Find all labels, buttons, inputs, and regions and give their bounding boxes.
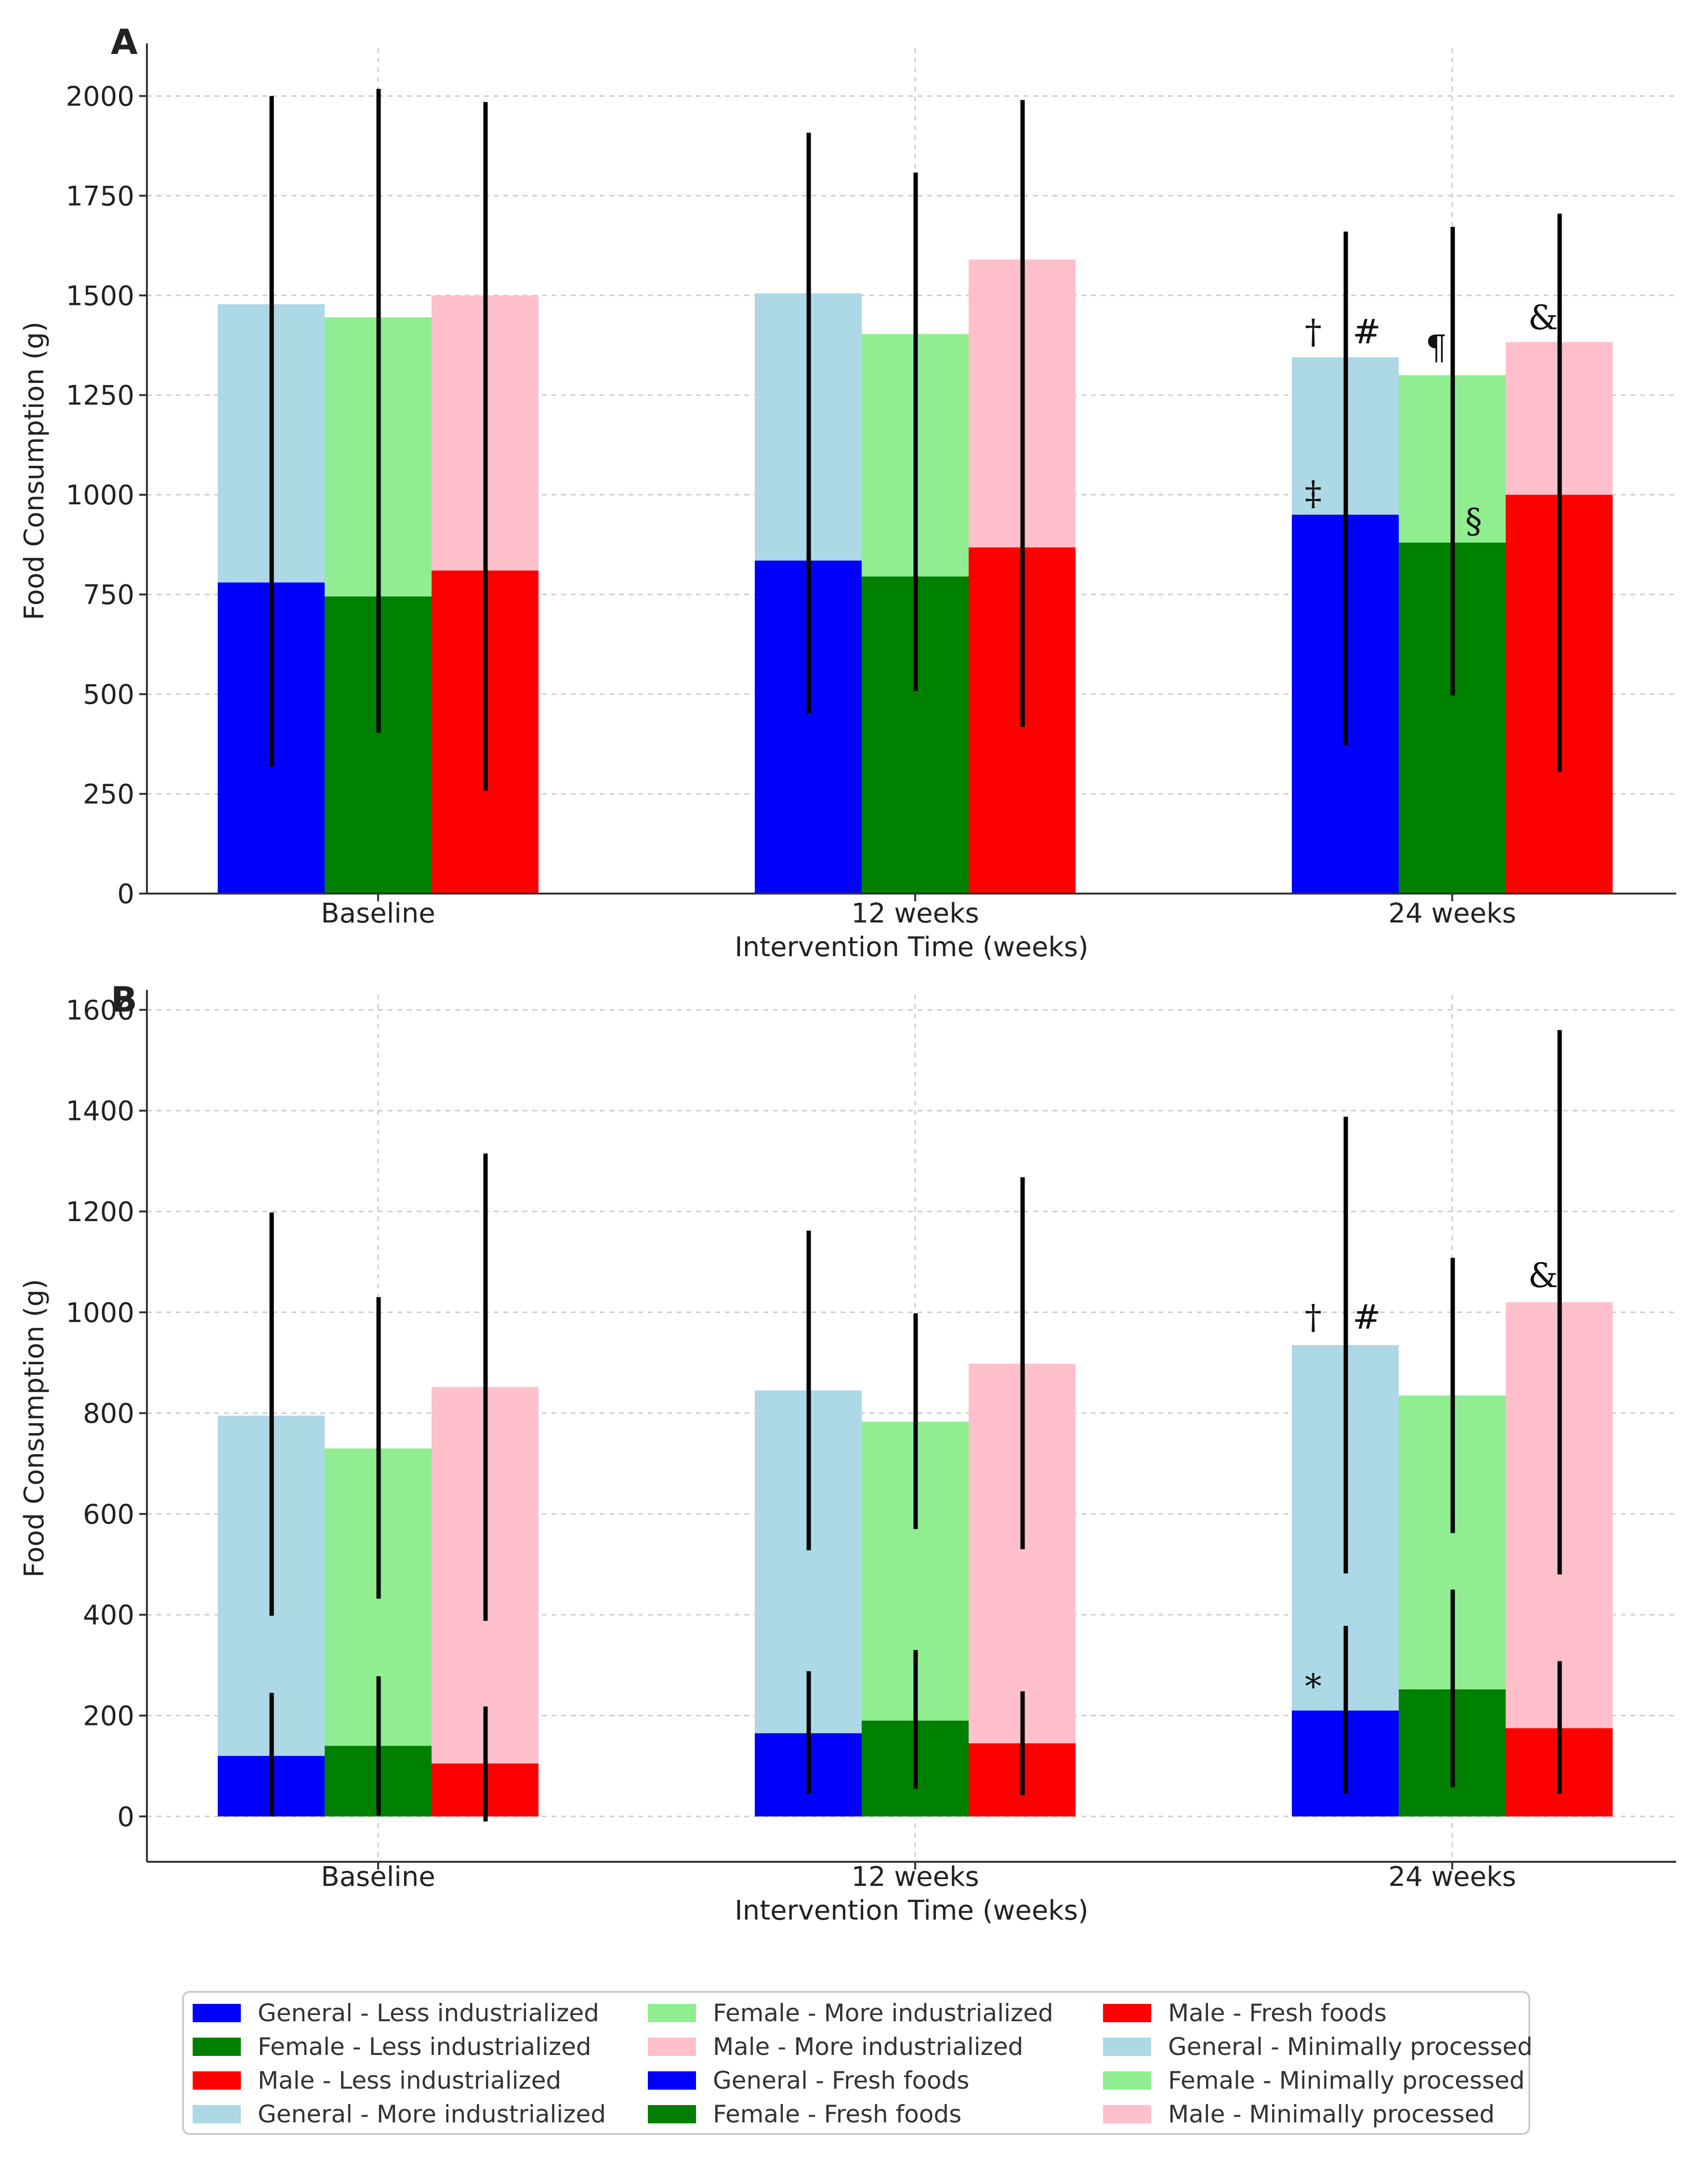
ytick-label-600: 600 <box>83 1499 134 1530</box>
panel-label: B <box>111 979 137 1020</box>
legend-label-female-more-industrialized: Female - More industrialized <box>713 1999 1053 2027</box>
legend-swatch-female-minimally-processed <box>1103 2071 1151 2090</box>
ytick-label-1400: 1400 <box>66 1096 134 1127</box>
legend-label-male-fresh-foods: Male - Fresh foods <box>1168 1999 1387 2027</box>
legend-swatch-general-minimally-processed <box>1103 2038 1151 2056</box>
legend-swatch-general-more-industrialized <box>193 2105 241 2123</box>
ytick-label-0: 0 <box>117 879 134 910</box>
legend-label-male-minimally-processed: Male - Minimally processed <box>1168 2100 1495 2128</box>
ytick-label-1000: 1000 <box>66 1297 134 1329</box>
legend-swatch-male-fresh-foods <box>1103 2004 1151 2022</box>
legend-label-general-less-industrialized: General - Less industrialized <box>258 1999 599 2027</box>
annotation-1: # <box>1353 1297 1381 1337</box>
legend-label-general-minimally-processed: General - Minimally processed <box>1168 2033 1533 2061</box>
ytick-label-0: 0 <box>117 1802 134 1833</box>
panel-label: A <box>111 22 138 62</box>
legend-swatch-female-fresh-foods <box>648 2105 696 2123</box>
ytick-label-2000: 2000 <box>66 81 134 112</box>
ytick-label-750: 750 <box>83 579 134 611</box>
ytick-label-1750: 1750 <box>66 181 134 212</box>
annotation-0: † <box>1305 312 1322 352</box>
ytick-label-1200: 1200 <box>66 1197 134 1228</box>
xtick-label-24-weeks: 24 weeks <box>1388 898 1516 929</box>
ytick-label-500: 500 <box>83 679 134 711</box>
legend-label-general-more-industrialized: General - More industrialized <box>258 2100 606 2128</box>
annotation-2: ¶ <box>1425 328 1447 368</box>
ytick-label-1000: 1000 <box>66 480 134 511</box>
annotation-2: & <box>1528 1256 1558 1295</box>
legend: General - Less industrialized Female - Le… <box>182 1991 1533 2135</box>
y-axis-label: Food Consumption (g) <box>19 1279 50 1578</box>
xtick-label-12-weeks: 12 weeks <box>851 1861 979 1893</box>
x-axis-label: Intervention Time (weeks) <box>735 932 1088 963</box>
annotation-0: † <box>1305 1297 1322 1337</box>
legend-label-male-less-industrialized: Male - Less industrialized <box>258 2067 561 2094</box>
legend-label-female-fresh-foods: Female - Fresh foods <box>713 2100 961 2128</box>
panel-b: 0 200 400 600 800 1000 1200 1400 1600 Baseline 12 … <box>19 979 1676 1926</box>
y-axis-label: Food Consumption (g) <box>19 321 50 620</box>
annotation-4: ‡ <box>1305 474 1322 513</box>
annotation-5: § <box>1465 501 1482 541</box>
legend-frame <box>182 1991 1530 2135</box>
legend-swatch-general-less-industrialized <box>193 2004 241 2022</box>
legend-swatch-general-fresh-foods <box>648 2071 696 2090</box>
ytick-label-200: 200 <box>83 1701 134 1732</box>
ytick-label-1600: 1600 <box>66 995 134 1026</box>
legend-label-general-fresh-foods: General - Fresh foods <box>713 2067 969 2094</box>
x-axis-label: Intervention Time (weeks) <box>735 1895 1088 1926</box>
legend-swatch-male-minimally-processed <box>1103 2105 1151 2123</box>
ytick-label-1250: 1250 <box>66 380 134 411</box>
annotation-3: * <box>1305 1667 1322 1706</box>
panel-a: 0 250 500 750 1000 1250 1500 1750 2000 Baseline 12… <box>19 22 1676 963</box>
legend-swatch-male-less-industrialized <box>193 2071 241 2090</box>
legend-swatch-female-more-industrialized <box>648 2004 696 2022</box>
xtick-label-baseline: Baseline <box>321 898 435 929</box>
ytick-label-1500: 1500 <box>66 280 134 312</box>
xtick-label-baseline: Baseline <box>321 1861 435 1893</box>
annotation-3: & <box>1528 298 1558 338</box>
legend-swatch-female-less-industrialized <box>193 2038 241 2056</box>
ytick-label-800: 800 <box>83 1398 134 1430</box>
ytick-label-250: 250 <box>83 779 134 810</box>
ytick-label-400: 400 <box>83 1600 134 1631</box>
annotation-1: # <box>1353 312 1381 352</box>
legend-label-female-less-industrialized: Female - Less industrialized <box>258 2033 591 2061</box>
legend-swatch-male-more-industrialized <box>648 2038 696 2056</box>
xtick-label-24-weeks: 24 weeks <box>1388 1861 1516 1893</box>
legend-label-male-more-industrialized: Male - More industrialized <box>713 2033 1023 2061</box>
xtick-label-12-weeks: 12 weeks <box>851 898 979 929</box>
legend-label-female-minimally-processed: Female - Minimally processed <box>1168 2067 1524 2094</box>
